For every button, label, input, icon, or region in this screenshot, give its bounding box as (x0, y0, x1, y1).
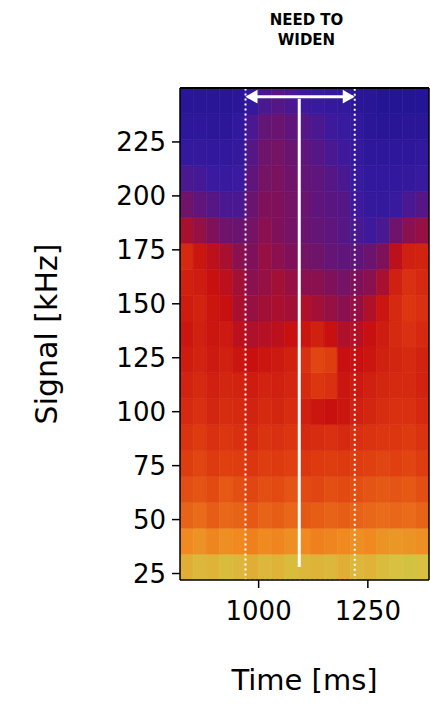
html-text:Signal [kHz]: Signal [kHz] (28, 243, 64, 425)
html-text:WIDEN: WIDEN (277, 31, 336, 49)
svg-text:125: 125 (116, 343, 166, 373)
html-text:Time [ms]: Time [ms] (231, 663, 378, 697)
svg-text:175: 175 (116, 235, 166, 265)
html-text:NEED TO: NEED TO (269, 11, 344, 29)
svg-text:225: 225 (116, 127, 166, 157)
svg-text:100: 100 (116, 397, 166, 427)
svg-text:25: 25 (133, 559, 166, 589)
svg-text:1000: 1000 (226, 596, 292, 626)
svg-text:75: 75 (133, 451, 166, 481)
svg-text:150: 150 (116, 289, 166, 319)
svg-text:200: 200 (116, 181, 166, 211)
svg-text:50: 50 (133, 505, 166, 535)
svg-text:1250: 1250 (335, 596, 401, 626)
